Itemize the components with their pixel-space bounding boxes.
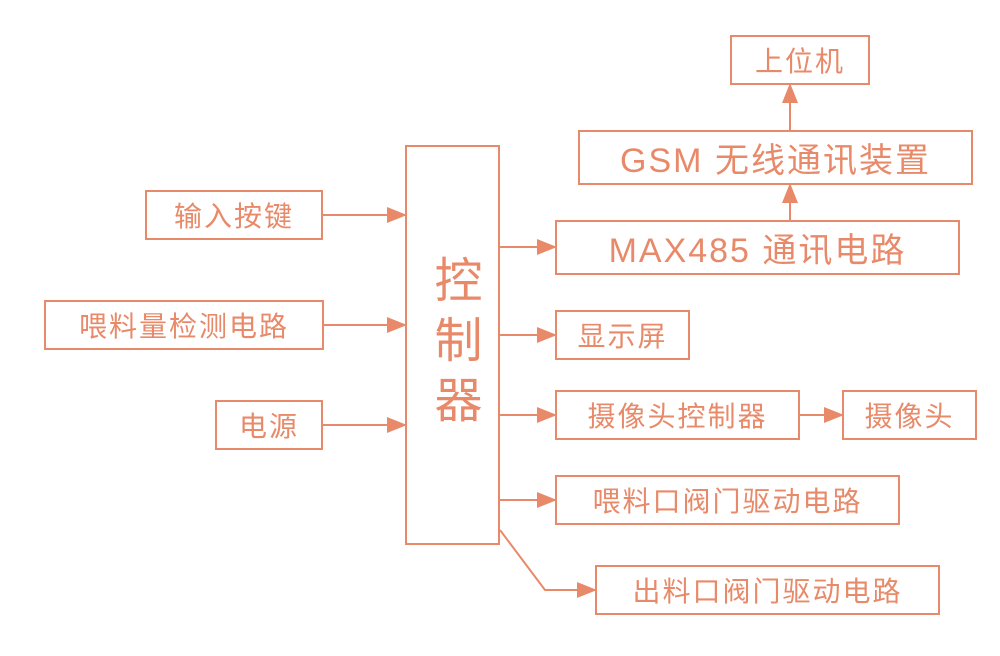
display-label: 显示屏 (577, 315, 667, 355)
camera-box: 摄像头 (842, 390, 977, 440)
controller-box: 控制器 (405, 145, 500, 545)
outlet-valve-label: 出料口阀门驱动电路 (632, 570, 902, 610)
controller-label: 控制器 (418, 255, 488, 435)
upper-computer-box: 上位机 (730, 35, 870, 85)
camera-controller-label: 摄像头控制器 (587, 395, 767, 435)
camera-label: 摄像头 (864, 395, 954, 435)
feed-detect-label: 喂料量检测电路 (79, 305, 289, 345)
display-box: 显示屏 (555, 310, 690, 360)
max485-label: MAX485 通讯电路 (609, 223, 907, 272)
outlet-valve-box: 出料口阀门驱动电路 (595, 565, 940, 615)
feed-valve-box: 喂料口阀门驱动电路 (555, 475, 900, 525)
gsm-box: GSM 无线通讯装置 (578, 130, 973, 185)
power-label: 电源 (239, 405, 299, 445)
input-keys-label: 输入按键 (174, 195, 294, 235)
gsm-label: GSM 无线通讯装置 (620, 133, 931, 182)
max485-box: MAX485 通讯电路 (555, 220, 960, 275)
camera-controller-box: 摄像头控制器 (555, 390, 800, 440)
upper-computer-label: 上位机 (755, 40, 845, 80)
power-box: 电源 (215, 400, 323, 450)
feed-valve-label: 喂料口阀门驱动电路 (592, 480, 862, 520)
block-diagram: 控制器 输入按键 喂料量检测电路 电源 上位机 GSM 无线通讯装置 MAX48… (0, 0, 1000, 656)
feed-detect-box: 喂料量检测电路 (44, 300, 324, 350)
input-keys-box: 输入按键 (145, 190, 323, 240)
